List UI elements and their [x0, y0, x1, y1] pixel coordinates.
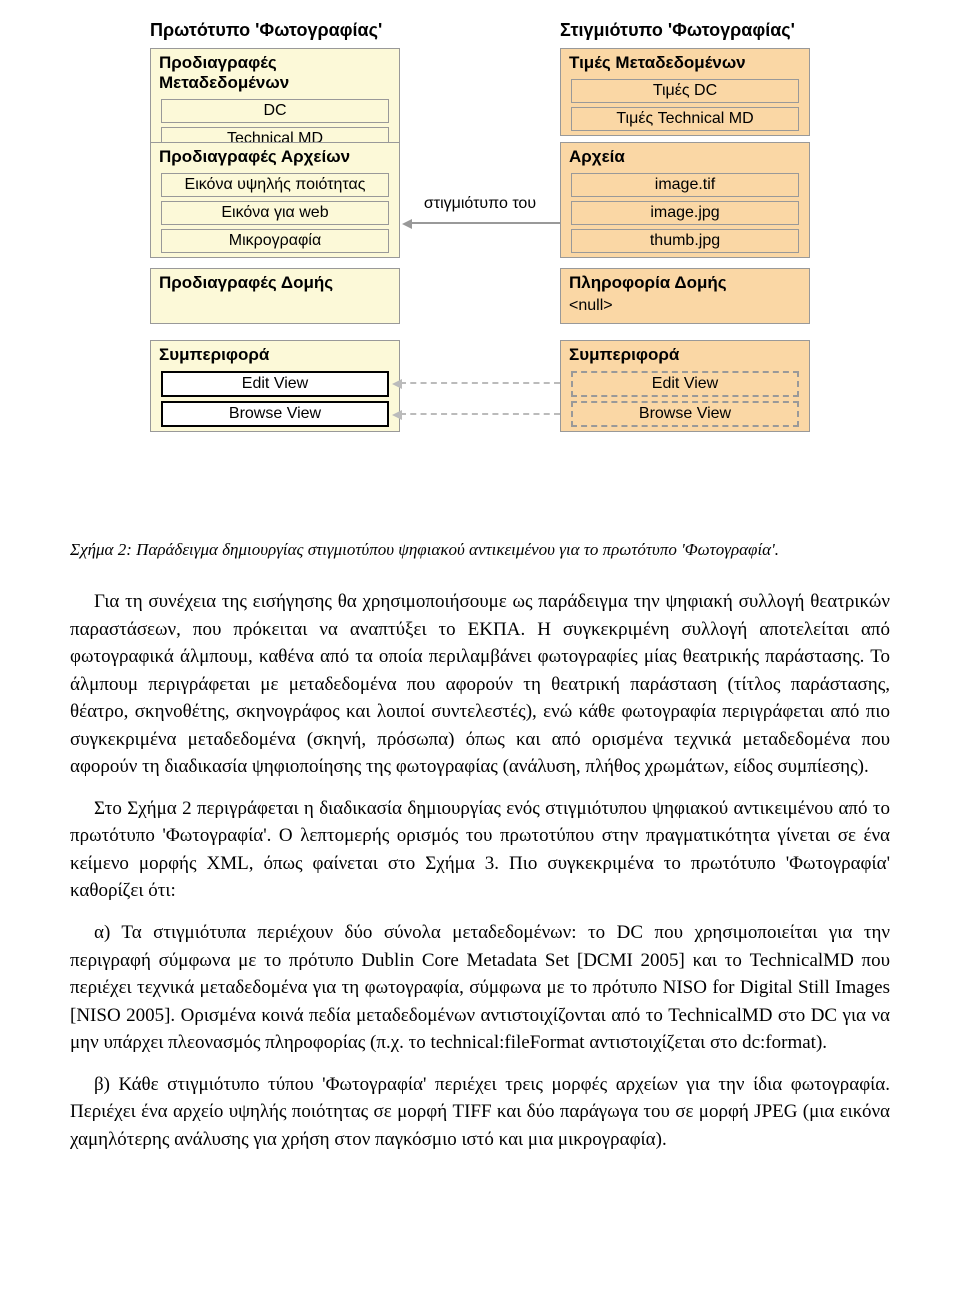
item-box: Browse View	[161, 401, 389, 427]
paragraph: Για τη συνέχεια της εισήγησης θα χρησιμο…	[70, 588, 890, 781]
section-header: Τιμές Μεταδεδομένων	[561, 49, 809, 77]
item-box: Τιμές DC	[571, 79, 799, 103]
paragraph: β) Κάθε στιγμιότυπο τύπου 'Φωτογραφία' π…	[70, 1071, 890, 1154]
left-files-panel: Προδιαγραφές Αρχείων Εικόνα υψηλής ποιότ…	[150, 142, 400, 258]
section-header: Πληροφορία Δομής	[561, 269, 809, 297]
item-box: Edit View	[161, 371, 389, 397]
diagram-container: Πρωτότυπο 'Φωτογραφίας' Στιγμιότυπο 'Φωτ…	[110, 20, 930, 530]
section-header: Προδιαγραφές Αρχείων	[151, 143, 399, 171]
null-text: <null>	[561, 297, 809, 319]
item-box: Εικόνα για web	[161, 201, 389, 225]
right-column-title: Στιγμιότυπο 'Φωτογραφίας'	[560, 20, 795, 41]
section-header: Προδιαγραφές Δομής	[151, 269, 399, 297]
section-header: Συμπεριφορά	[151, 341, 399, 369]
right-behavior-panel: Συμπεριφορά Edit View Browse View	[560, 340, 810, 432]
paragraph: Στο Σχήμα 2 περιγράφεται η διαδικασία δη…	[70, 795, 890, 905]
item-box: Τιμές Technical MD	[571, 107, 799, 131]
item-box: thumb.jpg	[571, 229, 799, 253]
left-metadata-panel: Προδιαγραφές Μεταδεδομένων DC Technical …	[150, 48, 400, 156]
section-header: Αρχεία	[561, 143, 809, 171]
dashed-item-box: Edit View	[571, 371, 799, 397]
solid-arrow	[410, 222, 560, 224]
left-structure-panel: Προδιαγραφές Δομής	[150, 268, 400, 324]
dashed-item-box: Browse View	[571, 401, 799, 427]
left-column-title: Πρωτότυπο 'Φωτογραφίας'	[150, 20, 382, 41]
paragraph: α) Τα στιγμιότυπα περιέχουν δύο σύνολα μ…	[70, 919, 890, 1057]
section-header: Προδιαγραφές Μεταδεδομένων	[151, 49, 399, 97]
item-box: Εικόνα υψηλής ποιότητας	[161, 173, 389, 197]
section-header: Συμπεριφορά	[561, 341, 809, 369]
right-metadata-panel: Τιμές Μεταδεδομένων Τιμές DC Τιμές Techn…	[560, 48, 810, 136]
figure-caption: Σχήμα 2: Παράδειγμα δημιουργίας στιγμιοτ…	[70, 540, 890, 560]
dashed-arrow	[400, 413, 560, 415]
right-files-panel: Αρχεία image.tif image.jpg thumb.jpg	[560, 142, 810, 258]
dashed-arrow	[400, 382, 560, 384]
item-box: Μικρογραφία	[161, 229, 389, 253]
item-box: DC	[161, 99, 389, 123]
arrow-label: στιγμιότυπο του	[410, 195, 550, 213]
item-box: image.tif	[571, 173, 799, 197]
item-box: image.jpg	[571, 201, 799, 225]
left-behavior-panel: Συμπεριφορά Edit View Browse View	[150, 340, 400, 432]
right-structure-panel: Πληροφορία Δομής <null>	[560, 268, 810, 324]
